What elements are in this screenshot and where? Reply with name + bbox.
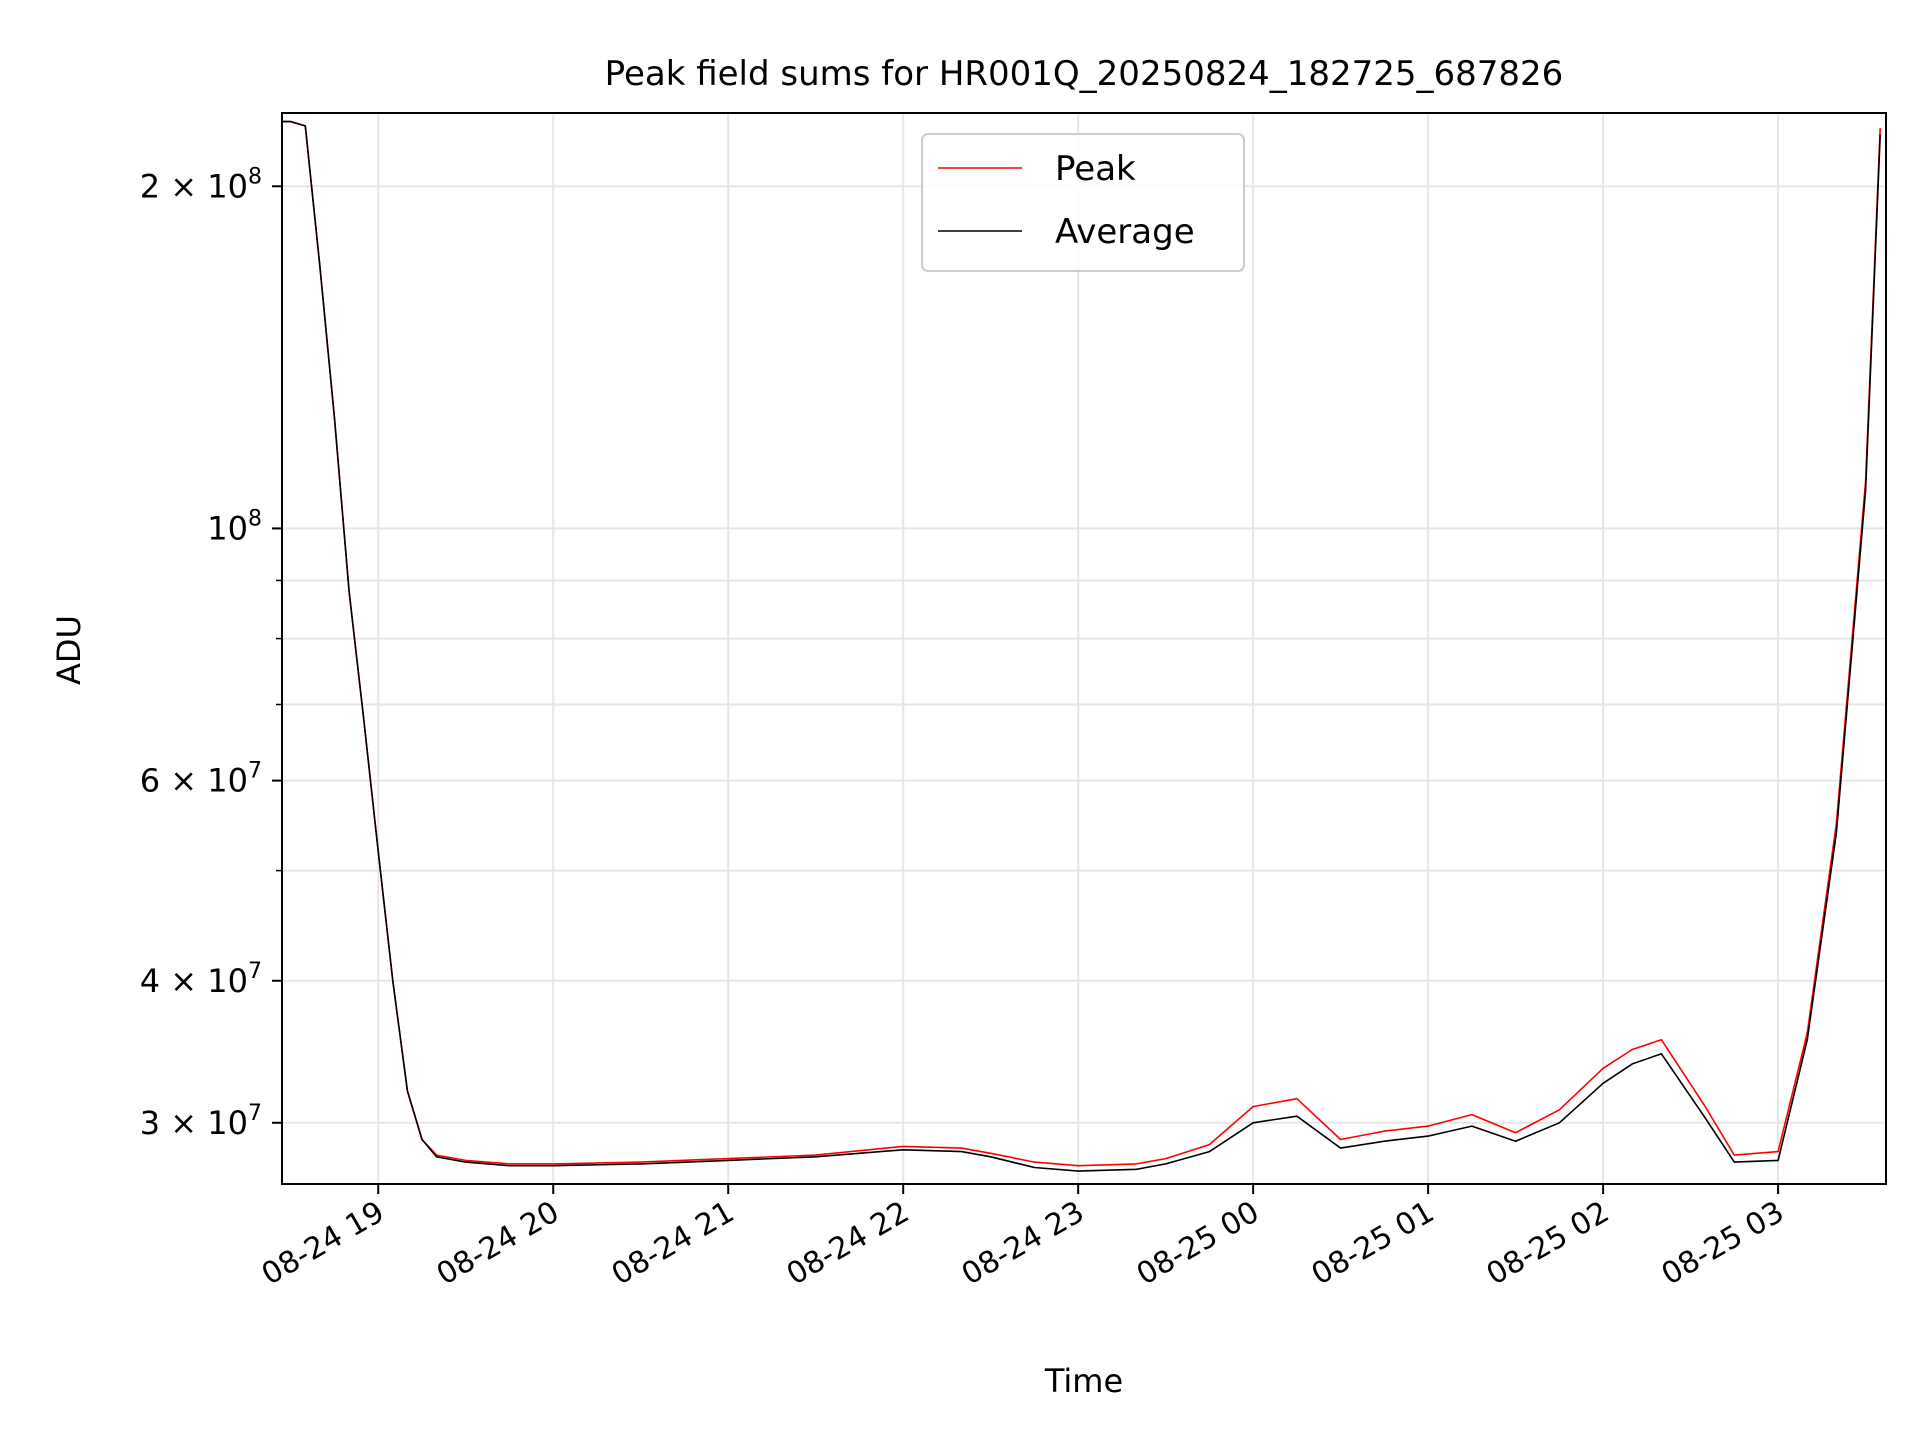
y-tick-label: 4 × 107 — [140, 959, 262, 1000]
legend-peak-label: Peak — [1055, 149, 1136, 189]
average-line — [282, 120, 1881, 1172]
x-axis-label: Time — [1044, 1362, 1123, 1400]
y-axis: 3 × 107 4 × 107 6 × 107 108 2 × 108 — [140, 164, 282, 1142]
y-tick-label: 2 × 108 — [140, 164, 262, 205]
y-tick-label: 108 — [207, 506, 262, 547]
grid-lines — [282, 113, 1886, 1184]
legend-average-label: Average — [1055, 212, 1195, 252]
y-axis-label: ADU — [50, 615, 88, 685]
plot-frame — [281, 112, 1887, 1185]
legend: Peak Average — [921, 133, 1245, 272]
y-tick-label: 6 × 107 — [140, 759, 262, 800]
y-tick-label: 3 × 107 — [140, 1101, 262, 1142]
average-series — [282, 120, 1881, 1172]
chart-title: Peak field sums for HR001Q_20250824_1827… — [605, 54, 1564, 94]
